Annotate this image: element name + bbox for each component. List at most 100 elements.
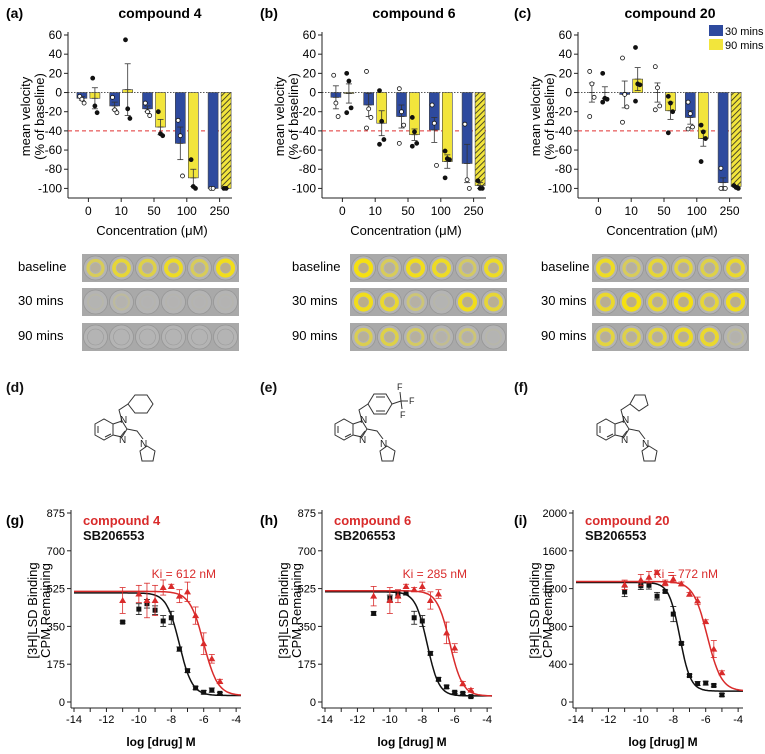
well	[135, 289, 160, 315]
y-tick-label: 60	[303, 28, 317, 42]
well	[161, 324, 186, 350]
well-center	[436, 332, 447, 342]
well-signal	[406, 293, 425, 311]
y-axis-label: mean velocity	[272, 76, 287, 156]
x-tick-label: 10	[369, 204, 383, 218]
data-point	[414, 140, 420, 146]
x-tick-label: -14	[317, 714, 333, 726]
panel-label: (c)	[514, 5, 531, 21]
y-tick-label: 1600	[543, 546, 567, 558]
well-signal	[596, 292, 615, 312]
well-signal	[86, 258, 105, 278]
row-label: 90 mins	[18, 328, 64, 343]
legend-label: 30 mins	[725, 26, 764, 38]
data-point-triangle	[386, 596, 394, 603]
data-point	[600, 70, 606, 76]
cyclohexane-ring	[127, 394, 154, 414]
well-signal	[726, 328, 745, 346]
legend-swatch	[709, 39, 723, 50]
panel-label: (i)	[514, 512, 527, 528]
x-axis-label: log [drug] M	[126, 735, 195, 749]
fit-curve-reference	[576, 581, 743, 692]
x-axis-label: Concentration (μM)	[350, 223, 462, 238]
well-signal	[112, 293, 131, 311]
fit-curve-compound	[74, 590, 242, 696]
data-point-square	[403, 590, 409, 596]
well	[429, 289, 454, 315]
data-point	[92, 103, 98, 109]
data-point	[633, 98, 638, 104]
y-tick-label: -60	[555, 143, 573, 157]
row-label: baseline	[541, 259, 589, 274]
well	[109, 289, 134, 315]
well-ring	[113, 328, 130, 346]
well-center	[221, 297, 231, 307]
y-tick-label: -60	[299, 143, 317, 157]
data-point-triangle	[443, 629, 451, 636]
well-strip	[592, 288, 749, 316]
chart-title: compound 4	[118, 5, 201, 21]
n-methylene-bond	[620, 403, 631, 422]
well-center	[437, 297, 447, 307]
data-point	[335, 114, 341, 119]
n-methylene-bond	[118, 403, 129, 422]
well-center	[142, 263, 153, 273]
well-signal	[354, 327, 373, 347]
data-point-triangle	[645, 573, 653, 580]
data-point-triangle	[653, 569, 661, 576]
n-methylene-bond	[358, 403, 369, 422]
well	[403, 289, 428, 315]
y-tick-label: -100	[548, 181, 572, 195]
data-point	[670, 109, 676, 115]
well-signal	[484, 328, 503, 346]
data-point	[685, 126, 691, 132]
well	[455, 255, 480, 281]
data-point-triangle	[151, 596, 159, 603]
y-tick-label: 60	[49, 28, 63, 42]
y-tick-label: -20	[299, 105, 317, 119]
well-signal	[432, 328, 451, 346]
data-point-triangle	[192, 612, 200, 619]
x-axis-label: log [drug] M	[377, 735, 446, 749]
well-center	[704, 263, 715, 273]
x-tick-label: 0	[595, 204, 602, 218]
well-center	[358, 332, 369, 342]
y-tick-label: 0	[561, 697, 567, 709]
x-tick-label: 250	[210, 204, 230, 218]
data-point	[700, 129, 706, 135]
data-point-triangle	[167, 582, 175, 589]
data-point	[652, 64, 658, 70]
data-point	[90, 75, 96, 81]
well-signal	[215, 258, 236, 278]
data-point-triangle	[159, 584, 167, 591]
data-point-square	[703, 680, 709, 686]
well-center	[168, 263, 179, 273]
data-point	[409, 143, 415, 149]
well-strip	[350, 323, 507, 351]
data-point-triangle	[394, 592, 402, 599]
y-tick-label: -80	[45, 162, 63, 176]
data-point-triangle	[718, 669, 726, 676]
well-center	[462, 297, 473, 307]
legend-compound: compound 4	[83, 513, 161, 528]
well-strip	[82, 288, 239, 316]
y-tick-label: 20	[559, 66, 573, 80]
data-point-triangle	[434, 590, 442, 597]
data-point-triangle	[183, 588, 191, 595]
x-tick-label: -4	[482, 714, 492, 726]
well-center	[704, 332, 715, 342]
data-point-square	[686, 673, 692, 679]
well-signal	[700, 327, 719, 347]
y-tick-label: -80	[555, 162, 573, 176]
data-point	[346, 78, 352, 84]
well-center	[195, 297, 205, 307]
panel-label: (g)	[6, 512, 24, 528]
data-point-square	[136, 606, 142, 612]
atom-N-pyrrolidine: N	[140, 439, 147, 450]
data-point	[368, 115, 374, 120]
x-tick-label: -12	[349, 714, 365, 726]
data-point-square	[662, 588, 668, 594]
bar-chart-b: (b) compound 6 60 40 20 0 -20 -40 -60 -80 -100 0 10 5…	[260, 5, 486, 238]
well-signal	[622, 327, 641, 347]
cyclopentane-ring	[629, 394, 649, 412]
